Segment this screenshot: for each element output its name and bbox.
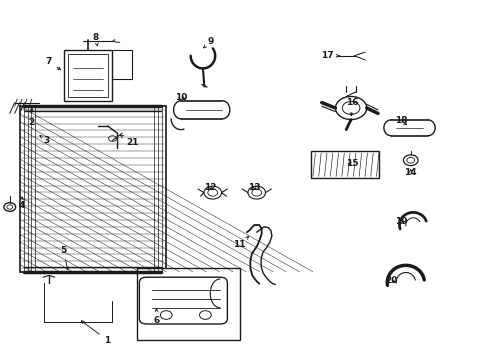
Text: 4: 4 <box>19 197 25 210</box>
Text: 3: 3 <box>40 136 49 145</box>
Text: 21: 21 <box>120 135 138 147</box>
Text: 20: 20 <box>384 276 397 285</box>
Text: 12: 12 <box>203 183 216 192</box>
Text: 17: 17 <box>321 51 339 60</box>
Text: 5: 5 <box>61 246 68 270</box>
Text: 11: 11 <box>233 237 248 249</box>
Text: 13: 13 <box>247 183 260 192</box>
Bar <box>20 106 166 272</box>
Text: 9: 9 <box>203 37 213 48</box>
FancyBboxPatch shape <box>139 277 227 324</box>
Text: 19: 19 <box>394 217 407 226</box>
Text: 15: 15 <box>345 159 358 168</box>
Text: 1: 1 <box>81 321 110 345</box>
Bar <box>68 54 107 97</box>
Text: 6: 6 <box>153 309 159 325</box>
Text: 2: 2 <box>29 108 35 127</box>
Text: 7: 7 <box>45 57 61 70</box>
Text: 18: 18 <box>394 116 407 125</box>
Text: 16: 16 <box>345 98 358 116</box>
Bar <box>137 268 239 340</box>
Bar <box>310 151 378 178</box>
Text: 14: 14 <box>404 168 416 177</box>
Text: 8: 8 <box>92 33 98 46</box>
Bar <box>63 50 112 101</box>
Text: 10: 10 <box>174 93 187 102</box>
